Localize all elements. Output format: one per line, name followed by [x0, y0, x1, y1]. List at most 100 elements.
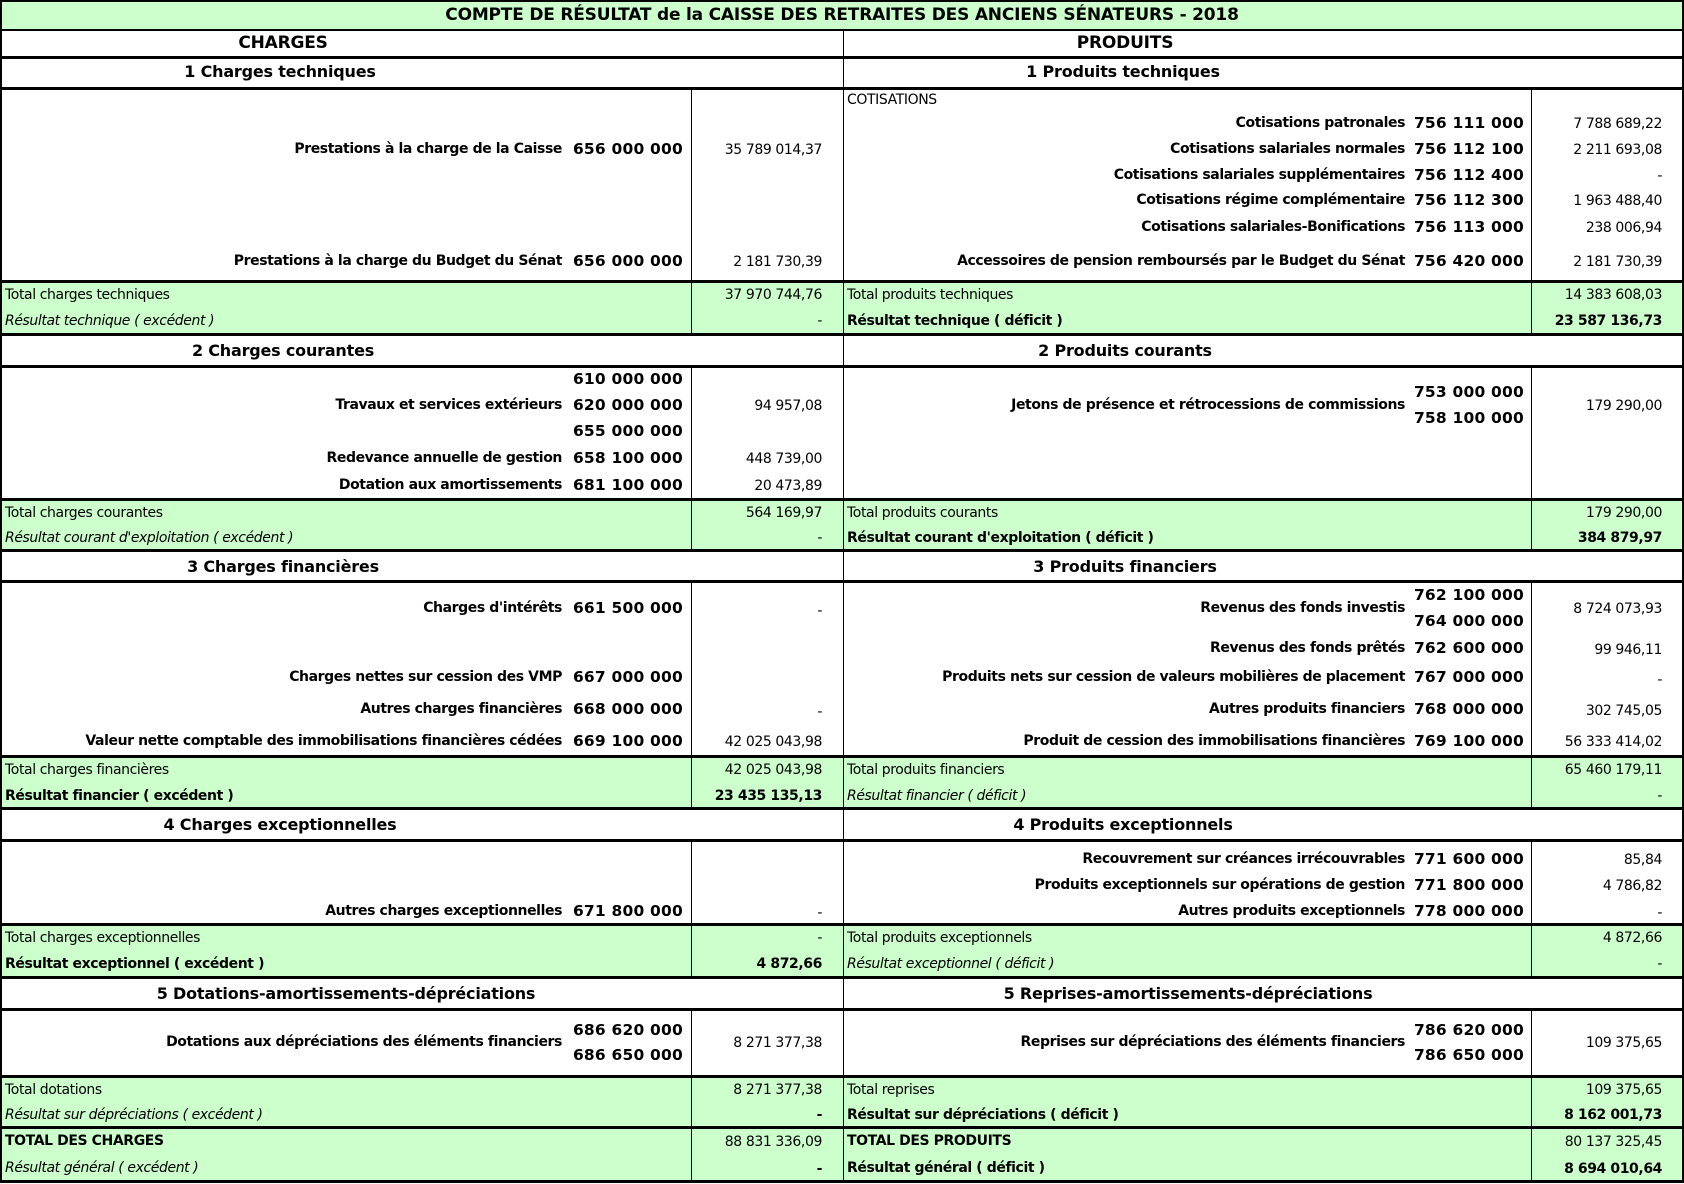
divider [0, 280, 1684, 283]
total-row-bg [0, 924, 1684, 977]
total-amount: 4 872,66 [1602, 930, 1663, 946]
account-code: 686 620 000 [572, 1021, 683, 1039]
result-amount: 4 872,66 [756, 956, 823, 972]
divider [0, 1126, 1684, 1129]
general-result-label: Résultat général ( déficit ) [847, 1160, 1045, 1176]
grand-total-amount: 80 137 325,45 [1564, 1134, 1663, 1150]
divider [0, 1075, 1684, 1078]
result-amount: 8 162 001,73 [1564, 1107, 1662, 1123]
divider [691, 581, 692, 808]
divider [0, 87, 1684, 90]
total-amount: 564 169,97 [745, 505, 823, 521]
divider [691, 88, 692, 334]
total-amount: 42 025 043,98 [724, 762, 823, 778]
produits-header: PRODUITS [1076, 33, 1174, 53]
account-code: 661 500 000 [572, 599, 683, 617]
line-amount: 56 333 414,02 [1564, 734, 1663, 750]
account-code: 756 113 000 [1413, 218, 1524, 236]
total-label: Total charges financières [5, 762, 169, 778]
line-label: Accessoires de pension remboursés par le… [957, 253, 1405, 269]
account-code: 778 000 000 [1413, 902, 1524, 920]
result-label: Résultat courant d'exploitation ( excéde… [5, 530, 294, 546]
divider [0, 365, 1684, 368]
divider [0, 29, 1684, 31]
account-code: 756 111 000 [1413, 114, 1524, 132]
account-code: 786 650 000 [1413, 1046, 1524, 1064]
divider [0, 923, 1684, 926]
line-label: Charges nettes sur cession des VMP [289, 669, 562, 685]
divider [0, 0, 1684, 2]
group-label: COTISATIONS [847, 92, 937, 108]
total-row-bg [0, 499, 1684, 550]
line-amount: 35 789 014,37 [724, 142, 823, 158]
section-title: 5 Dotations-amortissements-dépréciations [156, 984, 536, 1003]
result-amount: - [817, 313, 822, 329]
total-amount: 14 383 608,03 [1564, 287, 1663, 303]
line-amount: 238 006,94 [1585, 220, 1663, 236]
account-code: 758 100 000 [1413, 409, 1524, 427]
total-amount: 8 271 377,38 [733, 1082, 822, 1098]
divider [0, 1008, 1684, 1011]
section-title: 3 Charges financières [187, 557, 379, 576]
total-amount: 179 290,00 [1585, 505, 1663, 521]
section-title: 2 Produits courants [1038, 341, 1212, 360]
result-amount: 23 435 135,13 [714, 788, 823, 804]
result-label: Résultat exceptionnel ( excédent ) [5, 956, 265, 972]
line-label: Prestations à la charge de la Caisse [294, 141, 562, 157]
account-code: 756 112 400 [1413, 166, 1524, 184]
line-label: Cotisations patronales [1235, 115, 1406, 131]
divider [843, 30, 844, 1182]
account-code: 756 112 300 [1413, 191, 1524, 209]
grand-total-label: TOTAL DES PRODUITS [847, 1133, 1012, 1149]
line-amount: 4 786,82 [1602, 878, 1663, 894]
divider [0, 755, 1684, 758]
account-code: 620 000 000 [572, 396, 683, 414]
line-amount: 94 957,08 [754, 398, 822, 414]
result-amount: - [816, 1107, 823, 1123]
section-title: 3 Produits financiers [1033, 557, 1217, 576]
account-code: 681 100 000 [572, 476, 683, 494]
line-amount: 85,84 [1623, 852, 1662, 868]
total-row-bg [0, 1076, 1684, 1182]
account-code: 753 000 000 [1413, 383, 1524, 401]
total-amount: - [817, 930, 822, 946]
line-amount: 109 375,65 [1585, 1035, 1663, 1051]
line-amount: - [1657, 672, 1662, 688]
title-row-bg [0, 0, 1684, 30]
total-row-bg [0, 756, 1684, 808]
line-amount: 8 271 377,38 [733, 1035, 822, 1051]
total-label: Total charges courantes [5, 505, 163, 521]
result-label: Résultat financier ( excédent ) [5, 788, 234, 804]
total-amount: 37 970 744,76 [724, 287, 823, 303]
account-code: 767 000 000 [1413, 668, 1524, 686]
line-label: Jetons de présence et rétrocessions de c… [1011, 397, 1405, 413]
result-label: Résultat technique ( déficit ) [847, 313, 1063, 329]
result-label: Résultat sur dépréciations ( déficit ) [847, 1107, 1119, 1123]
general-result-amount: - [816, 1161, 823, 1177]
account-code: 756 112 100 [1413, 140, 1524, 158]
account-code: 771 600 000 [1413, 850, 1524, 868]
account-code: 762 100 000 [1413, 586, 1524, 604]
account-code: 668 000 000 [572, 700, 683, 718]
result-label: Résultat financier ( déficit ) [847, 788, 1027, 804]
divider [1531, 88, 1532, 334]
line-label: Charges d'intérêts [423, 600, 562, 616]
account-code: 671 800 000 [572, 902, 683, 920]
line-amount: 42 025 043,98 [724, 734, 823, 750]
line-amount: 7 788 689,22 [1573, 116, 1662, 132]
line-amount: 20 473,89 [754, 478, 822, 494]
section-title: 4 Produits exceptionnels [1013, 815, 1233, 834]
line-label: Travaux et services extérieurs [335, 397, 562, 413]
line-amount: - [817, 603, 822, 619]
grand-total-label: TOTAL DES CHARGES [5, 1133, 164, 1149]
divider [691, 840, 692, 977]
account-code: 786 620 000 [1413, 1021, 1524, 1039]
line-amount: 2 211 693,08 [1573, 142, 1662, 158]
account-code: 756 420 000 [1413, 252, 1524, 270]
account-code: 656 000 000 [572, 252, 683, 270]
divider [1531, 1009, 1532, 1182]
line-label: Valeur nette comptable des immobilisatio… [85, 733, 562, 749]
total-label: Total dotations [5, 1082, 102, 1098]
result-label: Résultat exceptionnel ( déficit ) [847, 956, 1055, 972]
